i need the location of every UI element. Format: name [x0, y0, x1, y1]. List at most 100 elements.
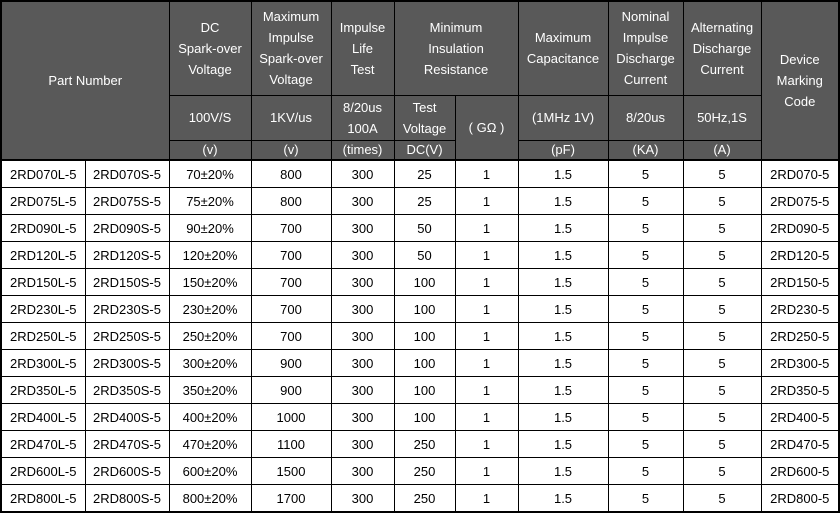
cell: 700	[250, 268, 332, 296]
cell: 470±20%	[168, 430, 252, 458]
cell: 1	[454, 403, 519, 431]
table-row: 2RD120L-5 2RD120S-5 120±20% 700 300 50 1 1.5 5 5 2…	[0, 241, 840, 269]
cell: 5	[682, 376, 762, 404]
cell: 100	[393, 322, 456, 350]
table-row: 2RD230L-5 2RD230S-5 230±20% 700 300 100 1 1.5 5 5…	[0, 295, 840, 323]
cell: 5	[682, 295, 762, 323]
cell: 1.5	[517, 187, 609, 215]
table-row: 2RD090L-5 2RD090S-5 90±20% 700 300 50 1 1.5 5 5 2R…	[0, 214, 840, 242]
cell: 300±20%	[168, 349, 252, 377]
cell: 300	[330, 376, 395, 404]
cell: 75±20%	[168, 187, 252, 215]
cell: 600±20%	[168, 457, 252, 485]
cell: 5	[607, 430, 684, 458]
col-header-nominal-impulse-discharge-current: Nominal Impulse Discharge Current	[607, 0, 684, 96]
cond-impulse-life: 8/20us 100A	[330, 94, 395, 141]
cell: 1.5	[517, 159, 609, 188]
cell: 5	[682, 484, 762, 513]
cond-test-voltage: Test Voltage	[393, 94, 456, 141]
cell: 1.5	[517, 322, 609, 350]
unit-max-capacitance: (pF)	[517, 139, 609, 161]
cell: 1	[454, 295, 519, 323]
cell: 1	[454, 430, 519, 458]
cell: 5	[607, 295, 684, 323]
col-header-part-number: Part Number	[0, 0, 170, 161]
table-row: 2RD250L-5 2RD250S-5 250±20% 700 300 100 1 1.5 5 5…	[0, 322, 840, 350]
cell: 5	[607, 403, 684, 431]
table-body: 2RD070L-5 2RD070S-5 70±20% 800 300 25 1 1.5 5 5 2R…	[0, 159, 840, 513]
cell: 2RD150-5	[760, 268, 840, 296]
cell: 2RD600S-5	[84, 457, 170, 485]
cell: 2RD090L-5	[0, 214, 86, 242]
cell: 2RD075-5	[760, 187, 840, 215]
col-header-dc-spark-over-voltage: DC Spark-over Voltage	[168, 0, 252, 96]
cell: 2RD600-5	[760, 457, 840, 485]
cond-max-capacitance: (1MHz 1V)	[517, 94, 609, 141]
cell: 300	[330, 322, 395, 350]
unit-nominal-impulse: (KA)	[607, 139, 684, 161]
col-header-impulse-life-test: Impulse Life Test	[330, 0, 395, 96]
header-row-titles: Part Number DC Spark-over Voltage Maximu…	[0, 0, 840, 161]
table-row: 2RD400L-5 2RD400S-5 400±20% 1000 300 100 1 1.5 5…	[0, 403, 840, 431]
cell: 2RD470-5	[760, 430, 840, 458]
table-row: 2RD470L-5 2RD470S-5 470±20% 1100 300 250 1 1.5 5…	[0, 430, 840, 458]
cell: 90±20%	[168, 214, 252, 242]
unit-max-impulse: (v)	[250, 139, 332, 161]
cell: 5	[682, 457, 762, 485]
cell: 800	[250, 187, 332, 215]
table-row: 2RD300L-5 2RD300S-5 300±20% 900 300 100 1 1.5 5 5…	[0, 349, 840, 377]
cell: 1500	[250, 457, 332, 485]
unit-impulse-life: (times)	[330, 139, 395, 161]
cell: 1000	[250, 403, 332, 431]
cond-insulation-gohm: ( GΩ )	[454, 94, 519, 161]
cell: 1.5	[517, 376, 609, 404]
col-header-max-impulse-spark-over-voltage: Maximum Impulse Spark-over Voltage	[250, 0, 332, 96]
cell: 2RD470S-5	[84, 430, 170, 458]
table-row: 2RD070L-5 2RD070S-5 70±20% 800 300 25 1 1.5 5 5 2R…	[0, 159, 840, 188]
cell: 1700	[250, 484, 332, 513]
cell: 230±20%	[168, 295, 252, 323]
cell: 300	[330, 484, 395, 513]
cell: 25	[393, 187, 456, 215]
cell: 2RD120S-5	[84, 241, 170, 269]
cell: 70±20%	[168, 159, 252, 188]
header-row-conditions: 100V/S 1KV/us 8/20us 100A Test Voltage (…	[1, 94, 839, 161]
cell: 250	[393, 430, 456, 458]
cell: 1.5	[517, 268, 609, 296]
cell: 1	[454, 214, 519, 242]
cell: 5	[607, 457, 684, 485]
cell: 300	[330, 430, 395, 458]
cell: 25	[393, 159, 456, 188]
cell: 5	[682, 214, 762, 242]
cell: 2RD075L-5	[0, 187, 86, 215]
cell: 300	[330, 187, 395, 215]
cell: 1	[454, 268, 519, 296]
cell: 2RD250-5	[760, 322, 840, 350]
cell: 5	[607, 214, 684, 242]
cell: 2RD600L-5	[0, 457, 86, 485]
col-header-min-insulation-resistance: Minimum Insulation Resistance	[393, 0, 519, 96]
cell: 2RD120-5	[760, 241, 840, 269]
cell: 300	[330, 457, 395, 485]
cell: 1	[454, 322, 519, 350]
cell: 2RD350-5	[760, 376, 840, 404]
cell: 2RD075S-5	[84, 187, 170, 215]
cell: 100	[393, 295, 456, 323]
col-header-alternating-discharge-current: Alternating Discharge Current	[682, 0, 762, 96]
cell: 5	[607, 187, 684, 215]
cell: 300	[330, 403, 395, 431]
cell: 300	[330, 268, 395, 296]
cell: 120±20%	[168, 241, 252, 269]
cell: 2RD250L-5	[0, 322, 86, 350]
cell: 2RD800S-5	[84, 484, 170, 513]
cell: 900	[250, 349, 332, 377]
cell: 5	[607, 159, 684, 188]
cell: 900	[250, 376, 332, 404]
cell: 1.5	[517, 295, 609, 323]
cell: 2RD300-5	[760, 349, 840, 377]
cell: 800±20%	[168, 484, 252, 513]
table-row: 2RD075L-5 2RD075S-5 75±20% 800 300 25 1 1.5 5 5 2R…	[0, 187, 840, 215]
cell: 700	[250, 214, 332, 242]
cond-alternating-discharge: 50Hz,1S	[682, 94, 762, 141]
